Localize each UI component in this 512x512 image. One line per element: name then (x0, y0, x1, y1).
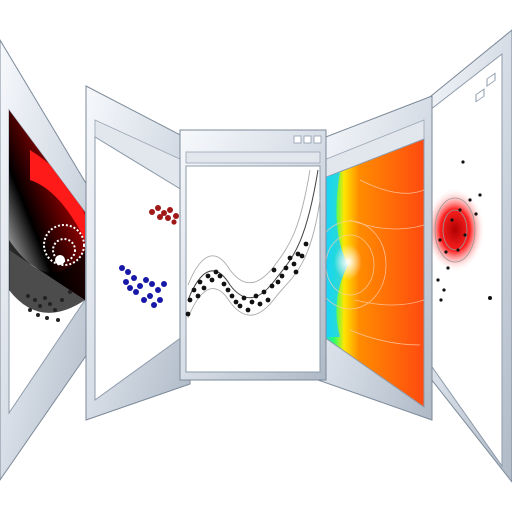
window-buttons-center (293, 135, 322, 144)
panel-density-window (419, 29, 512, 483)
rainbow-flow-field-icon (324, 172, 424, 346)
swirl-field-plot-icon (9, 110, 85, 322)
regression-curve-plot-icon (185, 169, 321, 319)
panel-clusters-window (85, 85, 191, 421)
panel-curve-window (179, 129, 327, 381)
scatter-clusters-plot-icon (119, 205, 179, 308)
panel-swirl-window (0, 39, 91, 481)
density-scatter-plot-icon (430, 160, 492, 302)
window-buttons-right (475, 72, 496, 103)
center-titlebar (185, 151, 321, 164)
panel-rainbow-window (317, 95, 433, 421)
